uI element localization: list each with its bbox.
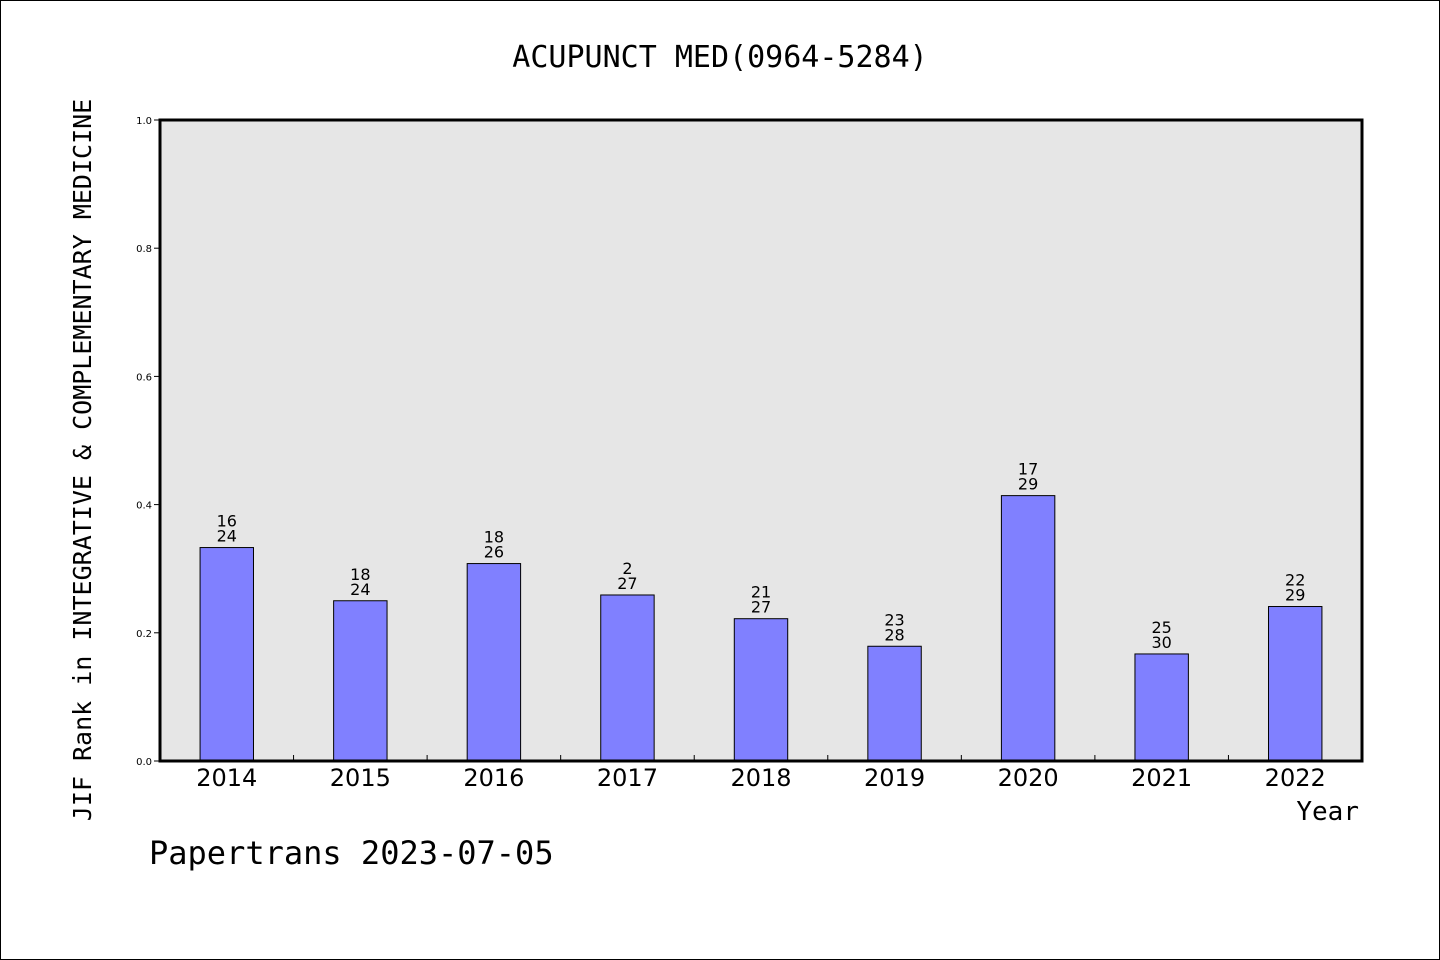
bars-group xyxy=(199,495,1323,762)
bar-label-rank-2017: 2 xyxy=(622,559,632,578)
y-tick-label: 0.4 xyxy=(136,501,152,512)
bar-2015 xyxy=(333,600,388,762)
bar-label-rank-2020: 17 xyxy=(1018,460,1038,479)
bar-label-total-2017: 27 xyxy=(617,574,637,593)
x-tick-label-2018: 2018 xyxy=(730,764,791,792)
x-tick-label-2016: 2016 xyxy=(463,764,524,792)
bar-label-rank-2018: 21 xyxy=(751,583,771,602)
bar-label-total-2015: 24 xyxy=(350,580,370,599)
bar-label-rank-2021: 25 xyxy=(1151,618,1171,637)
x-tick-label-2014: 2014 xyxy=(196,764,257,792)
footer-text: Papertrans 2023-07-05 xyxy=(149,834,554,872)
bar-2016 xyxy=(466,563,522,762)
y-tick-label: 0.6 xyxy=(136,372,152,383)
bar-label-total-2014: 24 xyxy=(217,527,237,546)
x-axis-label: Year xyxy=(1296,797,1359,827)
y-tick-label: 0.8 xyxy=(136,244,152,255)
x-axis-ticks: 2014 2015 2016 2017 2018 2019 2020 2021 2022 xyxy=(196,755,1326,792)
bar-2017 xyxy=(600,594,655,762)
y-axis-label: JIF Rank in INTEGRATIVE & COMPLEMENTARY … xyxy=(68,99,97,821)
bar-2022 xyxy=(1268,606,1323,762)
bar-label-rank-2019: 23 xyxy=(884,610,904,629)
x-tick-label-2021: 2021 xyxy=(1131,764,1192,792)
bar-label-total-2022: 29 xyxy=(1285,586,1305,605)
x-tick-label-2015: 2015 xyxy=(330,764,391,792)
bar-label-rank-2015: 18 xyxy=(350,565,370,584)
y-tick-label: 0.0 xyxy=(136,757,152,768)
chart-title: ACUPUNCT MED(0964-5284) xyxy=(512,40,927,75)
x-tick-label-2022: 2022 xyxy=(1265,764,1326,792)
x-tick-label-2019: 2019 xyxy=(864,764,925,792)
x-tick-label-2020: 2020 xyxy=(998,764,1059,792)
bar-label-rank-2016: 18 xyxy=(484,528,504,547)
bar-label-total-2019: 28 xyxy=(884,625,904,644)
y-tick-label: 1.0 xyxy=(136,116,152,127)
bar-label-total-2021: 30 xyxy=(1151,633,1171,652)
bar-label-total-2020: 29 xyxy=(1018,475,1038,494)
bar-label-rank-2014: 16 xyxy=(217,512,237,531)
bar-label-total-2018: 27 xyxy=(751,598,771,617)
y-axis-ticks: 0.0 0.2 0.4 0.6 0.8 1.0 xyxy=(136,116,160,768)
x-tick-label-2017: 2017 xyxy=(597,764,658,792)
bar-2018 xyxy=(733,618,789,762)
bar-2021 xyxy=(1134,653,1189,762)
bar-label-total-2016: 26 xyxy=(484,543,504,562)
bar-2019 xyxy=(867,645,922,762)
bar-2014 xyxy=(199,547,254,762)
plot-frame xyxy=(158,118,1364,763)
y-tick-label: 0.2 xyxy=(136,629,152,640)
bar-2020 xyxy=(1000,495,1056,762)
bar-label-rank-2022: 22 xyxy=(1285,571,1305,590)
